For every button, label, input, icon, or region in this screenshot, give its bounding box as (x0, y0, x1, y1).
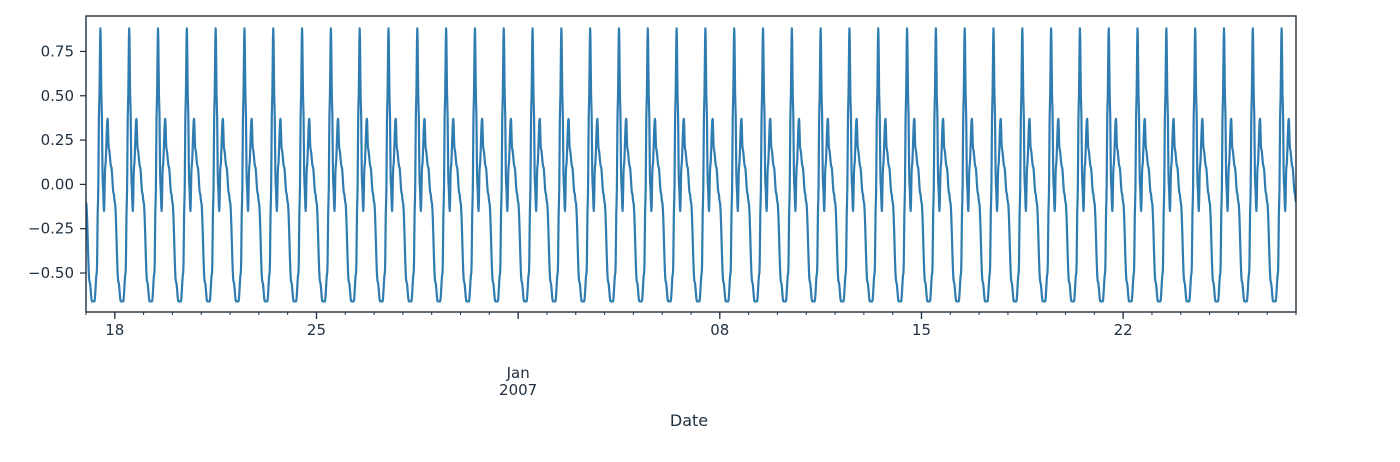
y-tick-label: 0.50 (41, 87, 74, 105)
y-tick-label: 0.75 (41, 42, 74, 60)
x-tick-label: 18 (105, 321, 124, 339)
y-tick-label: 0.25 (41, 131, 74, 149)
x-tick-label: 15 (912, 321, 931, 339)
y-tick-label: −0.25 (28, 220, 74, 238)
series-line (86, 27, 1296, 303)
x-tick-label: 22 (1114, 321, 1133, 339)
x-tick-label: 25 (307, 321, 326, 339)
x-axis-label: Date (670, 411, 708, 430)
y-tick-label: −0.50 (28, 264, 74, 282)
x-tick-label: Jan (506, 364, 530, 382)
y-tick-label: 0.00 (41, 175, 74, 193)
x-tick-label: 08 (710, 321, 729, 339)
x-tick-sublabel: 2007 (499, 381, 537, 399)
